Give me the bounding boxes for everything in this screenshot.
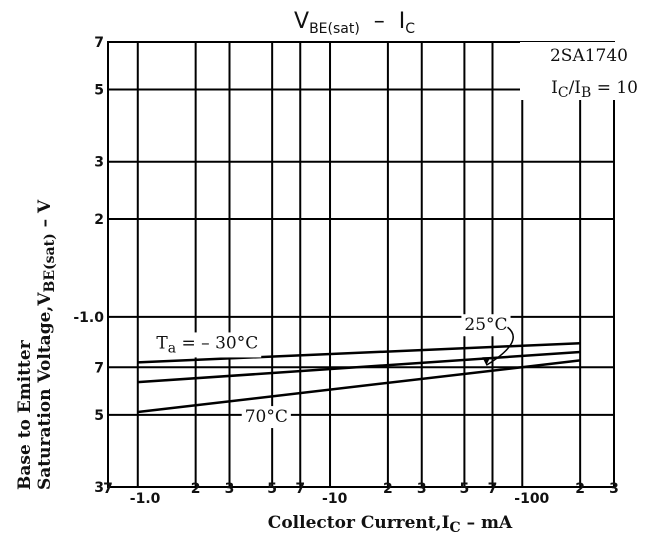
annotation-25c-arrowhead (482, 357, 491, 366)
annotations: Ta = – 30°C 25°C 70°C (153, 314, 514, 429)
x-tick-label: -1.0 (130, 491, 161, 507)
x-tick-label: 7 (488, 481, 498, 497)
y-tick-label: 7 (94, 35, 104, 51)
grid (107, 41, 615, 488)
x-axis-label: Collector Current,IC – mA (268, 513, 513, 536)
annotation-bg-ta (153, 332, 262, 358)
annotation-25c-leader (485, 326, 514, 366)
annotation-25c: 25°C (464, 315, 507, 335)
x-tick-label: 2 (575, 481, 585, 497)
series-line-2 (137, 350, 581, 384)
series-line-3 (137, 359, 581, 414)
x-tick-label: 2 (191, 481, 201, 497)
x-tick-label: -10 (322, 491, 348, 507)
x-tick-label: -100 (514, 491, 549, 507)
series-line-1 (137, 341, 581, 364)
y-axis-label-line1-wrap: Base to Emitter (15, 339, 35, 490)
x-tick-label: 3 (225, 481, 235, 497)
y-axis-label-line1: Base to Emitter (15, 339, 35, 490)
y-axis-label-line2: Saturation Voltage,VBE(sat) – V (35, 199, 58, 490)
x-tick-label: 5 (267, 481, 277, 497)
series-layer (137, 341, 581, 414)
legend-box-background (520, 42, 640, 100)
y-axis-label-line2-wrap: Saturation Voltage,VBE(sat) – V (35, 199, 58, 490)
x-tick-label: 7 (103, 481, 113, 497)
annotation-bg-70 (241, 406, 291, 429)
y-tick-label: 3 (94, 155, 104, 171)
plot-frame (107, 41, 615, 488)
tick-labels: 7 -1.0 2 3 5 7 -10 2 3 5 7 -100 2 3 3 5 7 -1.0 2 3 5 7 (73, 35, 619, 507)
chart-title: VBE(sat) – IC (294, 9, 415, 37)
x-tick-label: 3 (417, 481, 427, 497)
x-tick-label: 3 (609, 481, 619, 497)
y-tick-label: 5 (94, 408, 104, 424)
condition-label: IC/IB = 10 (551, 78, 638, 101)
y-tick-label: 7 (94, 360, 104, 376)
annotation-70c: 70°C (245, 407, 288, 427)
y-tick-label: 5 (94, 83, 104, 99)
y-tick-label: -1.0 (73, 310, 104, 326)
x-tick-label: 5 (460, 481, 470, 497)
x-tick-label: 2 (383, 481, 393, 497)
x-tick-label: 7 (295, 481, 305, 497)
annotation-ta-minus30: Ta = – 30°C (156, 333, 258, 356)
annotation-bg-25 (461, 314, 511, 337)
device-label: 2SA1740 (550, 46, 628, 66)
y-tick-label: 3 (94, 480, 104, 496)
y-tick-label: 2 (94, 212, 104, 228)
